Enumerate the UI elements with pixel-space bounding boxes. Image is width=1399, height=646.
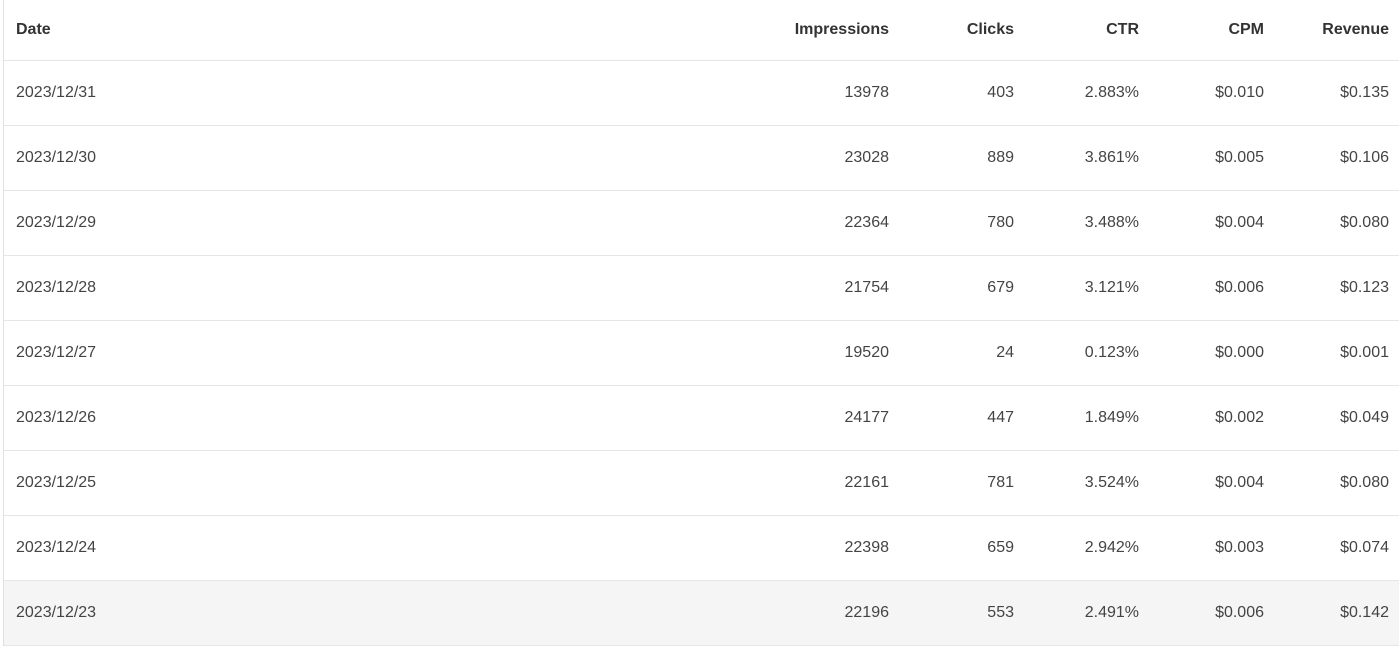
cell-clicks: 679 (899, 255, 1024, 321)
cell-ctr: 2.883% (1024, 60, 1149, 126)
cell-date: 2023/12/28 (4, 255, 775, 321)
cell-ctr: 3.861% (1024, 125, 1149, 191)
cell-impressions: 22398 (775, 515, 899, 581)
cell-cpm: $0.005 (1149, 125, 1274, 191)
cell-impressions: 21754 (775, 255, 899, 321)
cell-revenue: $0.001 (1274, 320, 1399, 386)
cell-clicks: 781 (899, 450, 1024, 516)
cell-ctr: 2.491% (1024, 580, 1149, 646)
cell-ctr: 0.123% (1024, 320, 1149, 386)
cell-impressions: 13978 (775, 60, 899, 126)
cell-revenue: $0.080 (1274, 190, 1399, 256)
cell-impressions: 23028 (775, 125, 899, 191)
cell-clicks: 889 (899, 125, 1024, 191)
cell-cpm: $0.004 (1149, 450, 1274, 516)
cell-date: 2023/12/23 (4, 580, 775, 646)
column-header-ctr[interactable]: CTR (1024, 0, 1149, 61)
report-table: Date Impressions Clicks CTR CPM Revenue … (4, 0, 1399, 646)
table-row[interactable]: 2023/12/25 22161 781 3.524% $0.004 $0.080 (4, 450, 1399, 516)
cell-revenue: $0.135 (1274, 60, 1399, 126)
cell-clicks: 403 (899, 60, 1024, 126)
cell-ctr: 3.488% (1024, 190, 1149, 256)
table-row[interactable]: 2023/12/27 19520 24 0.123% $0.000 $0.001 (4, 320, 1399, 386)
cell-clicks: 659 (899, 515, 1024, 581)
cell-ctr: 3.121% (1024, 255, 1149, 321)
cell-revenue: $0.142 (1274, 580, 1399, 646)
table-row[interactable]: 2023/12/28 21754 679 3.121% $0.006 $0.123 (4, 255, 1399, 321)
table-row[interactable]: 2023/12/30 23028 889 3.861% $0.005 $0.106 (4, 125, 1399, 191)
column-header-impressions[interactable]: Impressions (775, 0, 899, 61)
cell-impressions: 24177 (775, 385, 899, 451)
cell-date: 2023/12/25 (4, 450, 775, 516)
cell-impressions: 19520 (775, 320, 899, 386)
cell-ctr: 2.942% (1024, 515, 1149, 581)
table-row[interactable]: 2023/12/26 24177 447 1.849% $0.002 $0.049 (4, 385, 1399, 451)
cell-cpm: $0.002 (1149, 385, 1274, 451)
cell-cpm: $0.003 (1149, 515, 1274, 581)
cell-revenue: $0.106 (1274, 125, 1399, 191)
cell-revenue: $0.049 (1274, 385, 1399, 451)
cell-cpm: $0.010 (1149, 60, 1274, 126)
cell-ctr: 3.524% (1024, 450, 1149, 516)
table-row[interactable]: 2023/12/29 22364 780 3.488% $0.004 $0.080 (4, 190, 1399, 256)
cell-cpm: $0.004 (1149, 190, 1274, 256)
cell-impressions: 22161 (775, 450, 899, 516)
cell-cpm: $0.006 (1149, 255, 1274, 321)
cell-impressions: 22364 (775, 190, 899, 256)
cell-revenue: $0.123 (1274, 255, 1399, 321)
cell-clicks: 780 (899, 190, 1024, 256)
cell-date: 2023/12/24 (4, 515, 775, 581)
cell-clicks: 447 (899, 385, 1024, 451)
column-header-cpm[interactable]: CPM (1149, 0, 1274, 61)
cell-cpm: $0.000 (1149, 320, 1274, 386)
cell-revenue: $0.080 (1274, 450, 1399, 516)
table-header-row: Date Impressions Clicks CTR CPM Revenue (4, 0, 1399, 61)
cell-clicks: 553 (899, 580, 1024, 646)
cell-clicks: 24 (899, 320, 1024, 386)
column-header-clicks[interactable]: Clicks (899, 0, 1024, 61)
cell-impressions: 22196 (775, 580, 899, 646)
table-row[interactable]: 2023/12/24 22398 659 2.942% $0.003 $0.074 (4, 515, 1399, 581)
column-header-date[interactable]: Date (4, 0, 775, 61)
cell-cpm: $0.006 (1149, 580, 1274, 646)
report-table-container: Date Impressions Clicks CTR CPM Revenue … (3, 0, 1399, 646)
table-row[interactable]: 2023/12/23 22196 553 2.491% $0.006 $0.142 (4, 580, 1399, 646)
cell-revenue: $0.074 (1274, 515, 1399, 581)
cell-date: 2023/12/27 (4, 320, 775, 386)
cell-date: 2023/12/29 (4, 190, 775, 256)
table-row[interactable]: 2023/12/31 13978 403 2.883% $0.010 $0.135 (4, 60, 1399, 126)
cell-date: 2023/12/31 (4, 60, 775, 126)
cell-ctr: 1.849% (1024, 385, 1149, 451)
column-header-revenue[interactable]: Revenue (1274, 0, 1399, 61)
cell-date: 2023/12/26 (4, 385, 775, 451)
cell-date: 2023/12/30 (4, 125, 775, 191)
